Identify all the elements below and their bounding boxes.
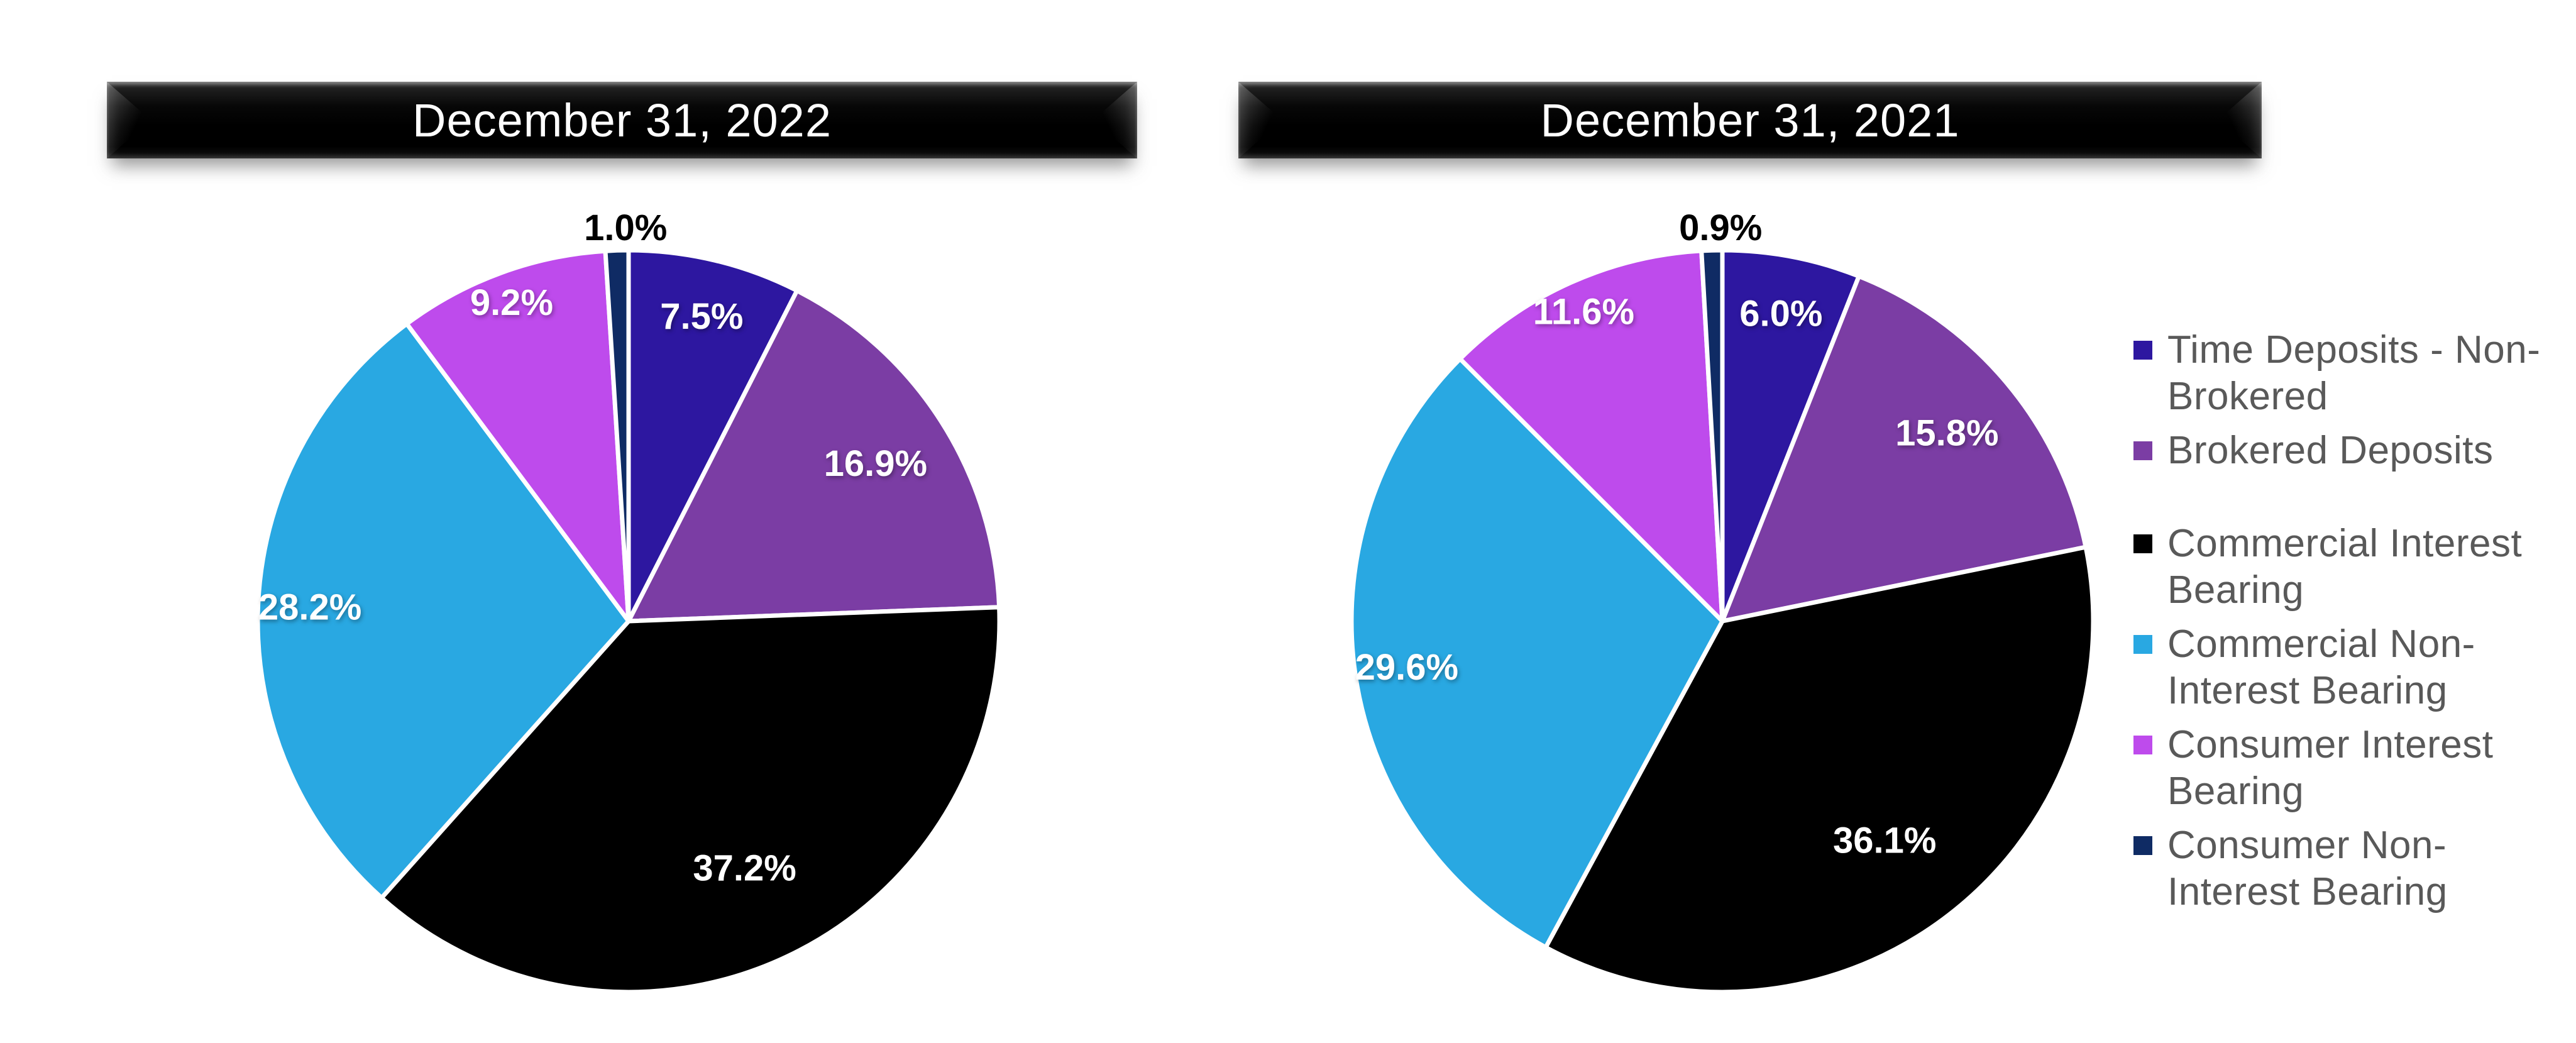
pie-slice-label: 7.5% [660, 296, 743, 337]
pie-slice [626, 288, 1002, 624]
legend: Time Deposits - Non-Brokered Brokered Dep… [2133, 327, 2573, 923]
legend-swatch [2133, 341, 2152, 360]
legend-item-label: Consumer Non-Interest Bearing [2167, 824, 2448, 913]
pie-slice-label: 37.2% [693, 847, 796, 888]
legend-item: Time Deposits - Non-Brokered [2133, 327, 2573, 420]
chart-title-2022: December 31, 2022 [412, 94, 832, 146]
legend-item: Brokered Deposits [2133, 428, 2573, 474]
pie-chart-2021: 6.0% 15.8% 36.1% 29.6% 11.6% 0.9% [1349, 207, 2096, 995]
title-banner-2021: December 31, 2021 [1238, 82, 2262, 158]
pie-slice [603, 248, 631, 624]
legend-item-label: Brokered Deposits [2167, 429, 2494, 472]
pie-slice [1543, 544, 2096, 995]
pie-slice [379, 605, 1002, 995]
pie-slice [1458, 248, 1725, 624]
title-banner-2022: December 31, 2022 [107, 82, 1137, 158]
pie-slice [1349, 356, 1725, 950]
legend-swatch [2133, 635, 2152, 654]
legend-item-label: Time Deposits - Non-Brokered [2167, 328, 2541, 418]
pie-slice [1699, 248, 1725, 624]
pie-slice [1720, 248, 1861, 624]
legend-item-label: Consumer Interest Bearing [2167, 723, 2494, 813]
pie-slice-label: 11.6% [1533, 291, 1634, 332]
pie-slice [255, 321, 631, 900]
pie-slice-label: 16.9% [824, 443, 927, 484]
pie-slice [1720, 273, 2088, 624]
legend-item: Commercial Non-Interest Bearing [2133, 621, 2573, 714]
pie-slice-label: 1.0% [584, 207, 667, 248]
legend-item: Consumer Non-Interest Bearing [2133, 822, 2573, 915]
pie-slice-label: 36.1% [1833, 820, 1936, 861]
pie-slice [404, 248, 631, 624]
legend-swatch [2133, 836, 2152, 855]
legend-swatch [2133, 534, 2152, 553]
legend-swatch [2133, 736, 2152, 754]
pie-slice-label: 9.2% [470, 282, 553, 323]
pie-chart-2022: 7.5% 16.9% 37.2% 28.2% 9.2% 1.0% [255, 207, 1002, 995]
chart-title-2021: December 31, 2021 [1540, 94, 1960, 146]
pie-slice-label: 29.6% [1355, 647, 1458, 688]
legend-item: Consumer Interest Bearing [2133, 722, 2573, 815]
pie-slice-label: 28.2% [258, 587, 361, 628]
legend-item: Commercial Interest Bearing [2133, 521, 2573, 614]
pie-slice-label: 15.8% [1895, 413, 1998, 454]
legend-item-label: Commercial Interest Bearing [2167, 522, 2523, 612]
pie-slice [626, 248, 800, 624]
legend-item-label: Commercial Non-Interest Bearing [2167, 622, 2475, 712]
legend-swatch [2133, 441, 2152, 460]
pie-slice-label: 0.9% [1679, 207, 1762, 248]
pie-slice-label: 6.0% [1739, 293, 1822, 334]
